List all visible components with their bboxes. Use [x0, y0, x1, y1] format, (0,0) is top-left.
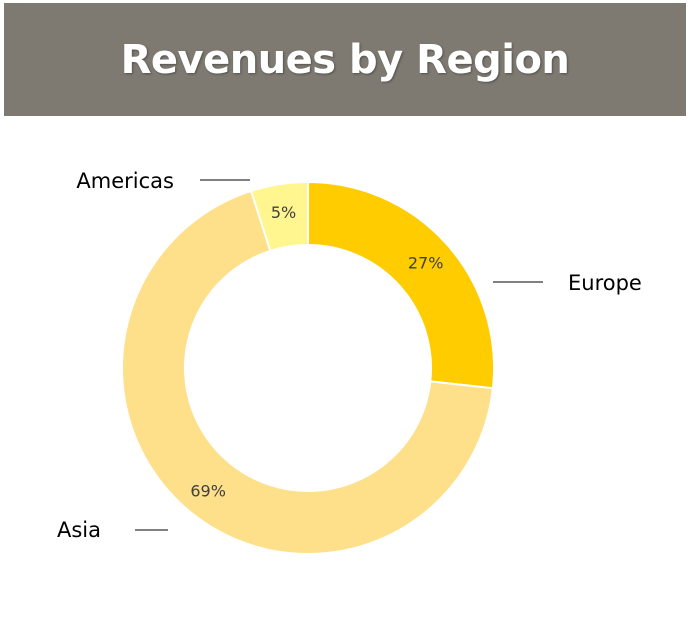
slice-europe: [307, 180, 495, 390]
category-label-americas: Americas: [76, 169, 174, 193]
slice-asia: [121, 189, 495, 555]
chart-title: Revenues by Region: [120, 36, 570, 83]
data-label-americas: 5%: [271, 203, 296, 222]
title-bar: Revenues by Region: [4, 3, 686, 116]
category-label-asia: Asia: [57, 518, 101, 542]
category-label-europe: Europe: [568, 271, 642, 295]
data-label-asia: 69%: [190, 481, 226, 500]
data-label-europe: 27%: [408, 254, 444, 273]
slice-americas: [249, 180, 309, 253]
